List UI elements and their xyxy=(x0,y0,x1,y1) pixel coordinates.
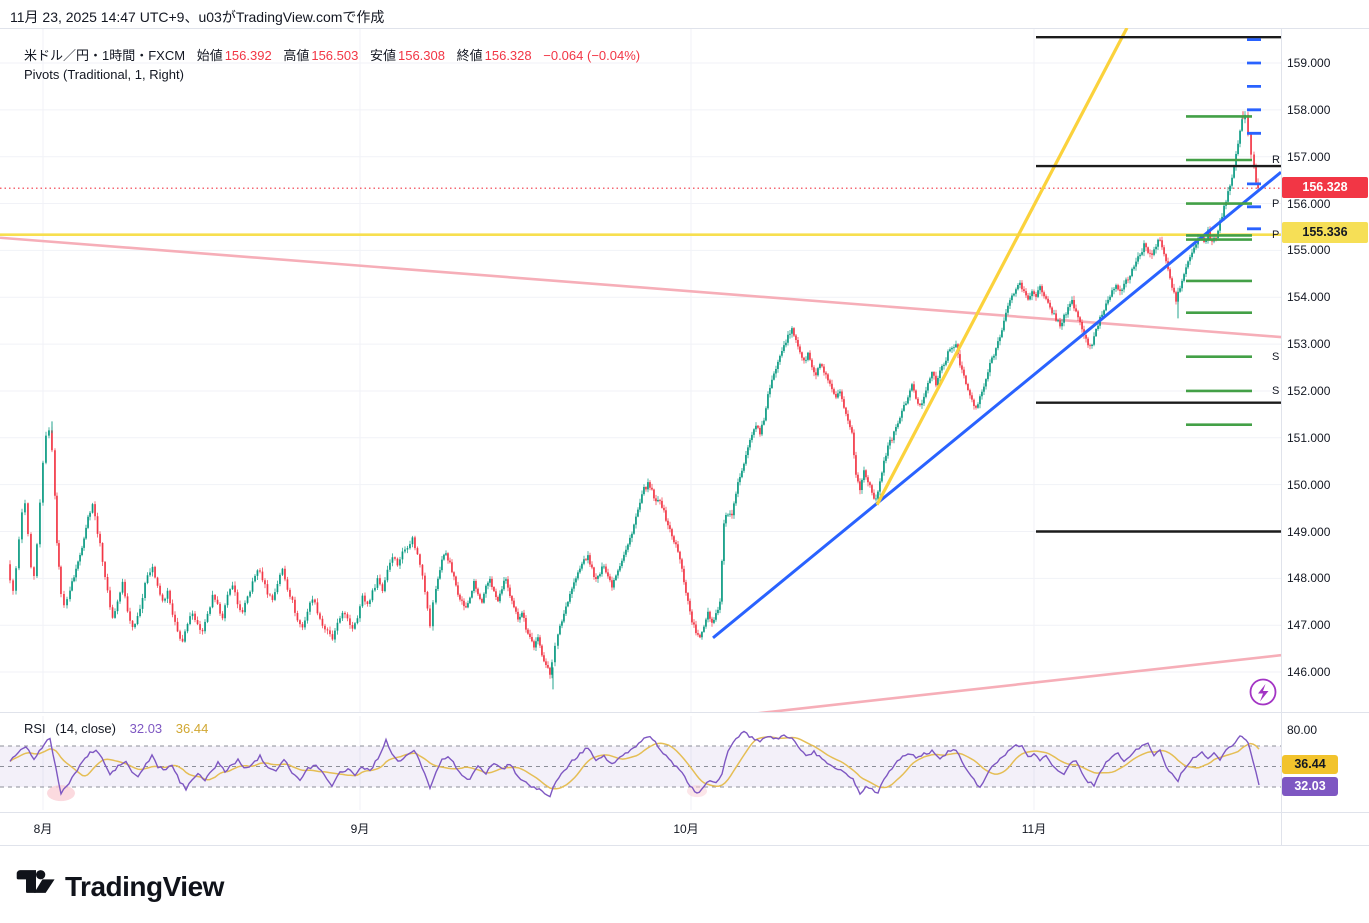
pivots-indicator-legend[interactable]: Pivots (Traditional, 1, Right) xyxy=(24,67,184,82)
symbol-legend[interactable]: 米ドル／円・1時間・FXCM 始値 156.392 高値 156.503 安値 156… xyxy=(24,45,642,64)
month-label: 11月 xyxy=(1021,822,1047,836)
rsi-value-badge: 32.03 xyxy=(1282,777,1338,796)
rsi-indicator-legend[interactable]: RSI (14, close) 32.03 36.44 xyxy=(24,721,208,736)
price-tick-label: 150.000 xyxy=(1287,477,1331,492)
open-label: 始値 xyxy=(196,48,223,63)
price-tick-label: 153.000 xyxy=(1287,337,1331,352)
price-tick-label: 149.000 xyxy=(1287,524,1331,539)
price-tick-label: 158.000 xyxy=(1287,102,1331,117)
tradingview-logo-mark xyxy=(16,870,55,893)
tradingview-logo-text: TradingView xyxy=(65,870,224,902)
pivot-level-label: P xyxy=(1272,229,1280,242)
month-label: 9月 xyxy=(350,822,370,836)
symbol-name: 米ドル／円・1時間・FXCM xyxy=(24,48,186,63)
rsi-name: RSI xyxy=(24,721,46,736)
price-tick-label: 147.000 xyxy=(1287,618,1331,633)
price-tick-label: 155.000 xyxy=(1287,243,1331,258)
price-tick-label: 156.000 xyxy=(1287,196,1331,211)
rsi-scale-label: 80.00 xyxy=(1287,723,1318,737)
price-tick-label: 146.000 xyxy=(1287,665,1331,680)
month-label: 8月 xyxy=(33,822,53,836)
rsi-value: 32.03 xyxy=(129,721,163,736)
close-label: 終値 xyxy=(456,48,483,63)
current-price-badge: 156.328 xyxy=(1282,177,1368,198)
pivot-level-label: S xyxy=(1272,384,1280,397)
price-tick-label: 159.000 xyxy=(1287,56,1331,70)
price-tick-label: 154.000 xyxy=(1287,290,1331,305)
low-label: 安値 xyxy=(369,48,396,63)
pivot-level-label: S xyxy=(1272,350,1280,363)
pivot-level-label: R xyxy=(1272,153,1280,166)
snapshot-title: 11月 23, 2025 14:47 UTC+9、u03がTradingView… xyxy=(10,9,385,25)
low-value: 156.308 xyxy=(397,48,445,63)
close-value: 156.328 xyxy=(484,48,532,63)
month-label: 10月 xyxy=(673,822,699,836)
rsi-ma-value: 36.44 xyxy=(175,721,209,736)
rsi-params: (14, close) xyxy=(55,721,116,736)
price-tick-label: 148.000 xyxy=(1287,571,1331,586)
lightning-icon[interactable] xyxy=(1249,678,1277,706)
change-value: −0.064 (−0.04%) xyxy=(543,48,641,63)
rsi-ma-badge: 36.44 xyxy=(1282,755,1338,774)
price-tick-label: 157.000 xyxy=(1287,149,1331,164)
tradingview-logo[interactable]: TradingView xyxy=(16,870,224,903)
yellow-level-badge: 155.336 xyxy=(1282,222,1368,243)
price-tick-label: 151.000 xyxy=(1287,430,1331,445)
high-value: 156.503 xyxy=(311,48,359,63)
pivot-level-label: P xyxy=(1272,197,1280,210)
open-value: 156.392 xyxy=(224,48,272,63)
high-label: 高値 xyxy=(283,48,310,63)
price-tick-label: 152.000 xyxy=(1287,383,1331,398)
